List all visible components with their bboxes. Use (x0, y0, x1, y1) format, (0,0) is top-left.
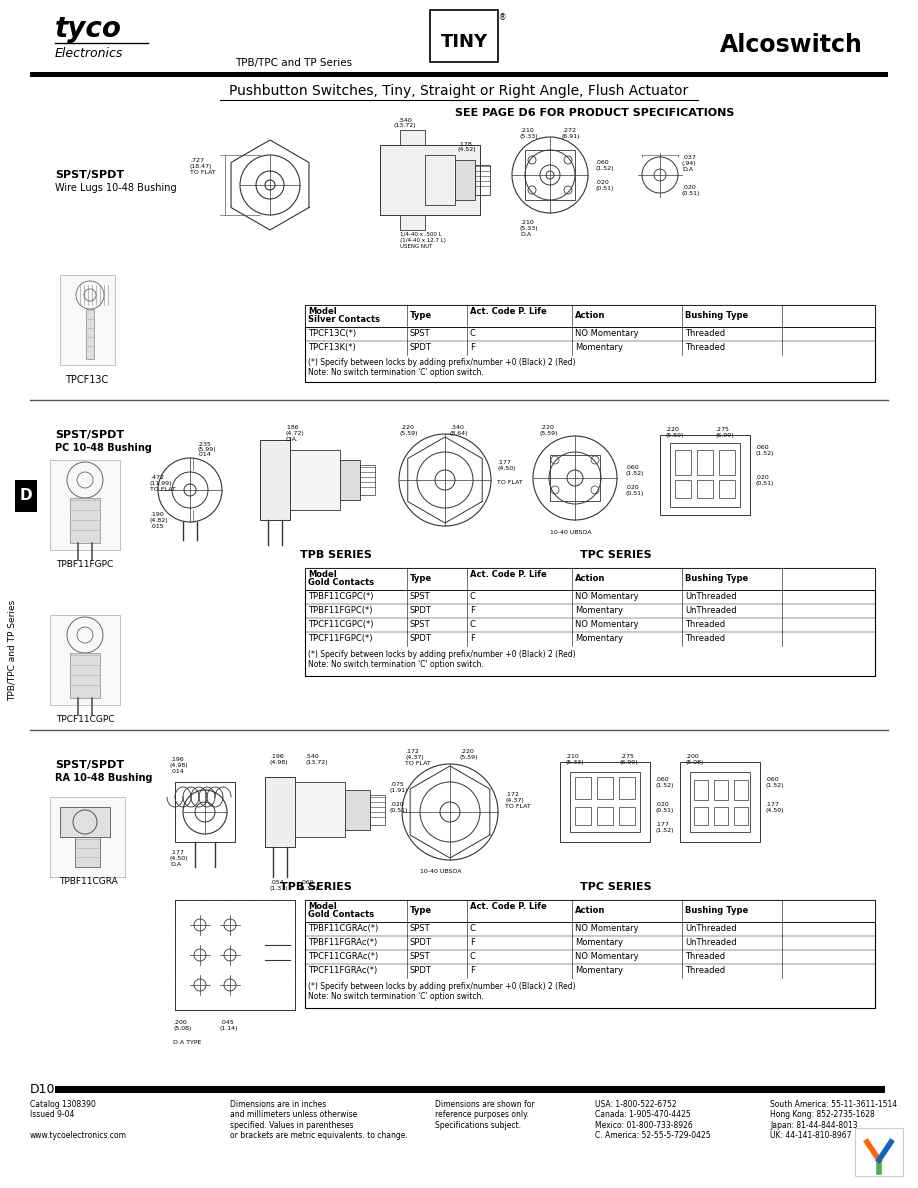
Text: Act. Code P. Life: Act. Code P. Life (470, 902, 547, 911)
Text: NO Momentary: NO Momentary (575, 592, 639, 601)
Text: .177
(4.50): .177 (4.50) (765, 802, 783, 813)
Text: .727
(18.47)
TO FLAT: .727 (18.47) TO FLAT (190, 158, 216, 175)
Bar (50, 460, 120, 550)
Text: SPST: SPST (410, 329, 431, 339)
Text: UnThreaded: UnThreaded (685, 592, 736, 601)
Text: NO Momentary: NO Momentary (575, 952, 639, 961)
Text: (13.72): (13.72) (394, 124, 416, 128)
Bar (400, 215, 425, 230)
Text: .060
(1.52): .060 (1.52) (655, 777, 674, 788)
Text: F: F (470, 606, 475, 615)
Text: .020
(0.51): .020 (0.51) (595, 181, 613, 191)
Text: D: D (19, 488, 32, 504)
Bar (719, 450, 735, 475)
Text: .200
(5.08): .200 (5.08) (685, 754, 703, 765)
Text: SPST/SPDT: SPST/SPDT (55, 170, 124, 181)
Text: Model: Model (308, 570, 337, 579)
Text: tyco: tyco (55, 15, 122, 43)
Bar (305, 305, 875, 383)
Bar (734, 781, 748, 800)
Text: Threaded: Threaded (685, 329, 725, 339)
Bar (305, 901, 875, 922)
Text: Alcoswitch: Alcoswitch (720, 33, 863, 57)
Text: Silver Contacts: Silver Contacts (308, 315, 380, 324)
Text: TPBF11FGPC(*): TPBF11FGPC(*) (308, 606, 373, 615)
Bar (345, 790, 370, 830)
Bar (570, 772, 640, 832)
Text: SEE PAGE D6 FOR PRODUCT SPECIFICATIONS: SEE PAGE D6 FOR PRODUCT SPECIFICATIONS (455, 108, 734, 118)
Text: Threaded: Threaded (685, 343, 725, 352)
Bar (694, 807, 708, 824)
Text: Gold Contacts: Gold Contacts (308, 910, 375, 920)
Text: Note: No switch termination 'C' option switch.: Note: No switch termination 'C' option s… (308, 368, 484, 377)
Text: .272
(6.91): .272 (6.91) (562, 128, 580, 139)
Bar (734, 807, 748, 824)
Text: .172
(4.37)
TO FLAT: .172 (4.37) TO FLAT (505, 792, 531, 809)
Text: .060
(1.52): .060 (1.52) (625, 465, 644, 476)
Bar (290, 450, 340, 510)
Text: Momentary: Momentary (575, 634, 623, 643)
Text: .177
(4.50)
D.A: .177 (4.50) D.A (170, 849, 188, 866)
Text: .060
(1.52): .060 (1.52) (300, 880, 319, 891)
Text: SPDT: SPDT (410, 939, 431, 947)
Text: TPCF13C(*): TPCF13C(*) (308, 329, 356, 339)
Bar (430, 10, 498, 62)
Text: Model: Model (308, 307, 337, 316)
Bar (60, 807, 110, 838)
Bar (70, 653, 100, 699)
Bar (305, 568, 875, 590)
Text: .020
(0.51): .020 (0.51) (625, 485, 644, 495)
Text: .014: .014 (197, 451, 211, 457)
Text: TPC SERIES: TPC SERIES (580, 881, 652, 892)
Text: .020
(0.51): .020 (0.51) (755, 475, 773, 486)
Text: Type: Type (410, 906, 432, 915)
Bar (175, 782, 235, 842)
Text: Momentary: Momentary (575, 343, 623, 352)
Text: .340
(8.64): .340 (8.64) (450, 425, 468, 436)
Text: .196
(4.98): .196 (4.98) (270, 754, 288, 765)
Text: TPB/TPC and TP Series: TPB/TPC and TP Series (7, 600, 17, 701)
Text: C: C (470, 620, 476, 628)
Text: Momentary: Momentary (575, 606, 623, 615)
Text: UnThreaded: UnThreaded (685, 606, 736, 615)
Text: SPDT: SPDT (410, 343, 431, 352)
Bar (714, 807, 728, 824)
Bar (855, 1127, 903, 1176)
Text: C: C (470, 592, 476, 601)
Text: SPDT: SPDT (410, 966, 431, 975)
Bar (370, 795, 385, 824)
Text: TPBF11CGPC(*): TPBF11CGPC(*) (308, 592, 374, 601)
Text: .200
(5.08): .200 (5.08) (173, 1020, 191, 1031)
Bar (15, 480, 37, 512)
Text: Catalog 1308390
Issued 9-04

www.tycoelectronics.com: Catalog 1308390 Issued 9-04 www.tycoelec… (30, 1100, 127, 1140)
Text: NO Momentary: NO Momentary (575, 620, 639, 628)
Text: TPCF13C: TPCF13C (65, 375, 108, 385)
Bar (30, 72, 888, 77)
Text: .275
(6.99): .275 (6.99) (620, 754, 639, 765)
Text: D.A TYPE: D.A TYPE (173, 1040, 201, 1045)
Bar (680, 762, 760, 842)
Text: Momentary: Momentary (575, 966, 623, 975)
Bar (260, 440, 290, 520)
Text: Bushing Type: Bushing Type (685, 906, 748, 915)
Text: (5.99): (5.99) (197, 447, 216, 451)
Bar (575, 807, 591, 824)
Bar (675, 480, 691, 498)
Text: SPST/SPDT: SPST/SPDT (55, 430, 124, 440)
Text: TO FLAT: TO FLAT (497, 480, 522, 485)
Text: Threaded: Threaded (685, 634, 725, 643)
Bar (694, 781, 708, 800)
Text: South America: 55-11-3611-1514
Hong Kong: 852-2735-1628
Japan: 81-44-844-8013
UK: South America: 55-11-3611-1514 Hong Kong… (770, 1100, 897, 1140)
Text: PC 10-48 Bushing: PC 10-48 Bushing (55, 443, 151, 453)
Text: D10: D10 (30, 1083, 55, 1097)
Text: Dimensions are shown for
reference purposes only.
Specifications subject.: Dimensions are shown for reference purpo… (435, 1100, 534, 1130)
Text: .020
(0.51): .020 (0.51) (655, 802, 674, 813)
Bar (295, 782, 345, 838)
Bar (305, 901, 875, 1007)
Text: Gold Contacts: Gold Contacts (308, 579, 375, 587)
Text: UnThreaded: UnThreaded (685, 939, 736, 947)
Bar (670, 443, 740, 507)
Text: SPST: SPST (410, 924, 431, 933)
Text: Threaded: Threaded (685, 966, 725, 975)
Text: .275
(6.99): .275 (6.99) (715, 426, 733, 438)
